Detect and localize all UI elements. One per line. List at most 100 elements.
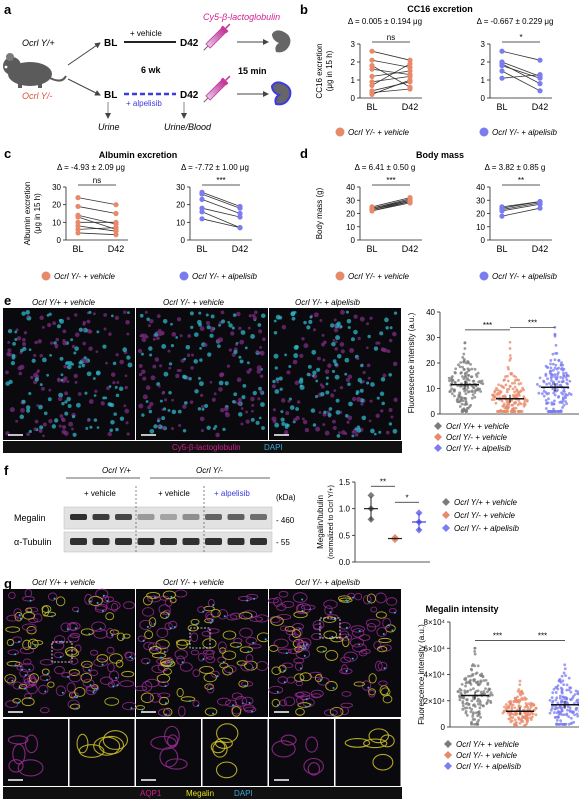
cell-signal	[163, 407, 167, 411]
data-point	[562, 374, 565, 378]
nucleus-signal	[59, 655, 62, 658]
tubule-signal	[159, 595, 170, 601]
legend-marker	[444, 740, 452, 748]
cell-signal	[351, 434, 355, 438]
cell-signal	[148, 346, 153, 351]
data-point	[481, 704, 485, 708]
data-point	[464, 400, 468, 404]
cell-signal	[332, 419, 336, 424]
tubule-signal	[286, 676, 296, 684]
cell-signal	[351, 396, 357, 402]
data-point	[538, 385, 542, 388]
cell-signal	[247, 326, 251, 330]
data-point	[553, 366, 557, 370]
data-point	[554, 686, 558, 689]
tubule-signal	[19, 668, 29, 678]
f-lane-vehicle-ko: + vehicle	[158, 489, 190, 498]
tubule-signal	[93, 628, 108, 639]
data-point	[559, 686, 563, 690]
cell-signal	[340, 309, 345, 315]
cell-signal	[385, 326, 389, 330]
cell-signal	[356, 396, 362, 402]
data-point	[407, 73, 413, 79]
nucleus-signal	[11, 643, 14, 646]
nucleus-signal	[332, 686, 335, 689]
cell-signal	[373, 432, 377, 436]
legend-marker	[434, 444, 442, 452]
tubule-signal	[343, 651, 358, 662]
cell-signal	[156, 314, 161, 319]
tubule-signal	[248, 643, 262, 649]
tubule-signal	[329, 707, 344, 717]
zoom-inset	[202, 719, 268, 786]
tubule-signal	[298, 637, 312, 648]
tubule-signal	[22, 658, 32, 666]
six-wk-label: 6 wk	[141, 65, 162, 75]
tubule-signal	[378, 680, 388, 686]
cell-signal	[201, 404, 205, 409]
nucleus-signal	[20, 668, 23, 671]
cell-signal	[287, 399, 291, 403]
tubule-signal	[55, 596, 66, 607]
data-point	[463, 347, 467, 350]
data-point	[507, 402, 510, 405]
nucleus-signal	[101, 610, 104, 613]
data-point	[562, 403, 566, 407]
tubule-signal	[174, 649, 188, 660]
data-point	[501, 385, 505, 389]
data-point	[513, 390, 516, 394]
data-point	[369, 48, 375, 54]
tubule-signal	[108, 653, 123, 664]
megalin-band	[160, 514, 177, 520]
tubule-signal	[72, 606, 80, 612]
tubule-signal	[144, 630, 154, 640]
cell-signal	[236, 311, 241, 317]
g-chart-title: Megalin intensity	[425, 604, 498, 614]
data-point	[555, 352, 559, 355]
cell-signal	[39, 315, 44, 320]
tubule-signal	[158, 681, 169, 687]
data-point	[484, 678, 488, 682]
cell-signal	[214, 424, 218, 428]
cell-signal	[22, 337, 26, 342]
tubule-signal	[368, 689, 376, 698]
cell-signal	[274, 422, 280, 428]
tubule-signal	[370, 606, 378, 613]
cell-signal	[360, 402, 364, 406]
data-point	[537, 205, 543, 211]
cell-signal	[188, 376, 192, 381]
tubule-signal	[115, 659, 124, 668]
cell-signal	[92, 312, 96, 316]
data-point	[465, 680, 469, 684]
data-point	[519, 693, 523, 697]
data-point	[510, 398, 514, 402]
tubule-signal	[273, 596, 282, 607]
cell-signal	[210, 314, 215, 319]
data-point	[407, 77, 413, 83]
data-point	[556, 388, 559, 392]
legend-marker	[479, 271, 489, 281]
tubule-signal	[89, 649, 99, 656]
data-point	[498, 389, 502, 393]
cell-signal	[102, 344, 107, 349]
cell-signal	[271, 384, 276, 389]
data-point	[550, 375, 553, 378]
cell-signal	[344, 357, 350, 363]
cell-signal	[111, 314, 114, 318]
nucleus-signal	[115, 676, 118, 679]
nucleus-signal	[89, 684, 92, 687]
cell-signal	[327, 412, 332, 417]
cell-signal	[227, 320, 231, 324]
data-point	[462, 387, 465, 390]
data-point	[551, 699, 555, 703]
pair-line	[201, 198, 241, 214]
tubule-signal	[5, 700, 19, 708]
tubule-signal	[268, 644, 279, 652]
cell-signal	[294, 380, 300, 386]
cell-signal	[25, 405, 31, 410]
pair-line	[77, 216, 117, 230]
pair-line	[201, 191, 241, 207]
tubule-signal	[149, 646, 162, 655]
cell-signal	[18, 371, 23, 376]
